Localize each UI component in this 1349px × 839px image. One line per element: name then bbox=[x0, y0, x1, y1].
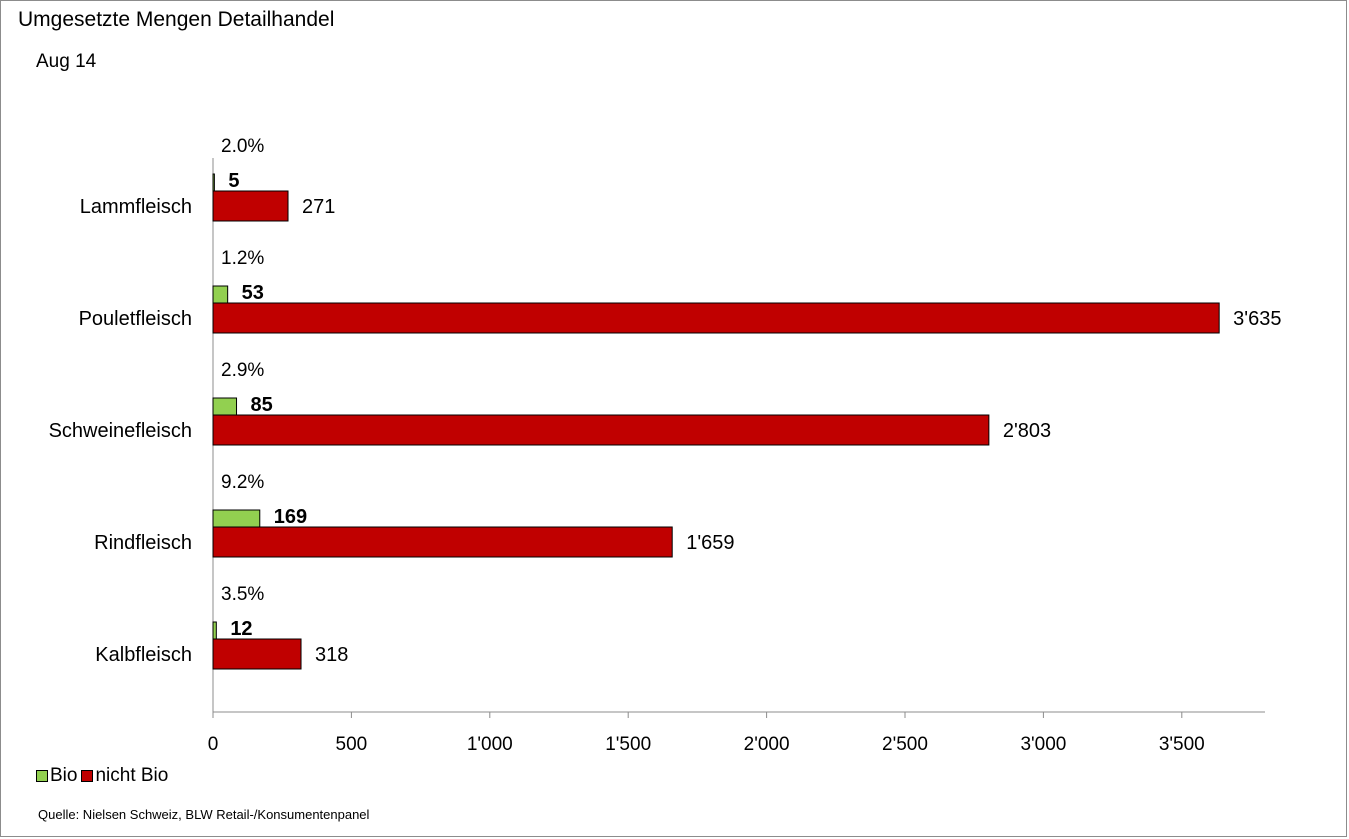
legend-swatch-bio bbox=[36, 770, 48, 782]
x-tick-label: 1'500 bbox=[605, 734, 651, 755]
chart-title: Umgesetzte Mengen Detailhandel bbox=[18, 8, 335, 31]
bar-nicht-bio-rindfleisch bbox=[212, 526, 673, 558]
bar-label-nicht-bio-rindfleisch: 1'659 bbox=[686, 532, 734, 554]
bar-label-nicht-bio-pouletfleisch: 3'635 bbox=[1233, 308, 1281, 330]
share-label-schweinefleisch: 2.9% bbox=[221, 360, 264, 381]
legend-item-nicht-bio: nicht Bio bbox=[81, 765, 168, 787]
category-label-pouletfleisch: Pouletfleisch bbox=[79, 308, 192, 330]
bar-label-bio-lammfleisch: 5 bbox=[228, 170, 239, 192]
category-label-schweinefleisch: Schweinefleisch bbox=[49, 420, 192, 442]
x-tick-label: 3'500 bbox=[1159, 734, 1205, 755]
bar-label-bio-schweinefleisch: 85 bbox=[251, 394, 273, 416]
share-label-rindfleisch: 9.2% bbox=[221, 472, 264, 493]
bar-label-nicht-bio-lammfleisch: 271 bbox=[302, 196, 335, 218]
x-tick-label: 0 bbox=[208, 734, 219, 755]
x-tick-label: 2'000 bbox=[744, 734, 790, 755]
bar-label-nicht-bio-schweinefleisch: 2'803 bbox=[1003, 420, 1051, 442]
x-tick-label: 500 bbox=[336, 734, 368, 755]
share-label-pouletfleisch: 1.2% bbox=[221, 248, 264, 269]
bar-nicht-bio-schweinefleisch bbox=[212, 414, 990, 446]
bar-nicht-bio-pouletfleisch bbox=[212, 302, 1220, 334]
share-label-lammfleisch: 2.0% bbox=[221, 136, 264, 157]
x-tick-label: 1'000 bbox=[467, 734, 513, 755]
bar-nicht-bio-lammfleisch bbox=[212, 190, 289, 222]
legend-label-bio: Bio bbox=[50, 765, 78, 786]
legend: Bio nicht Bio bbox=[36, 765, 172, 787]
bar-label-bio-pouletfleisch: 53 bbox=[242, 282, 264, 304]
legend-item-bio: Bio bbox=[36, 765, 77, 787]
legend-swatch-nicht-bio bbox=[81, 770, 94, 782]
legend-label-nicht-bio: nicht Bio bbox=[95, 765, 169, 786]
source-note: Quelle: Nielsen Schweiz, BLW Retail-/Kon… bbox=[38, 807, 370, 822]
bar-label-bio-rindfleisch: 169 bbox=[274, 506, 307, 528]
share-label-kalbfleisch: 3.5% bbox=[221, 584, 264, 605]
category-label-lammfleisch: Lammfleisch bbox=[80, 196, 192, 218]
x-tick-label: 3'000 bbox=[1020, 734, 1066, 755]
bar-label-nicht-bio-kalbfleisch: 318 bbox=[315, 644, 348, 666]
bar-label-bio-kalbfleisch: 12 bbox=[230, 618, 252, 640]
bar-nicht-bio-kalbfleisch bbox=[212, 638, 302, 670]
x-tick-label: 2'500 bbox=[882, 734, 928, 755]
category-label-kalbfleisch: Kalbfleisch bbox=[95, 644, 192, 666]
chart-subtitle: Aug 14 bbox=[36, 51, 97, 72]
category-label-rindfleisch: Rindfleisch bbox=[94, 532, 192, 554]
